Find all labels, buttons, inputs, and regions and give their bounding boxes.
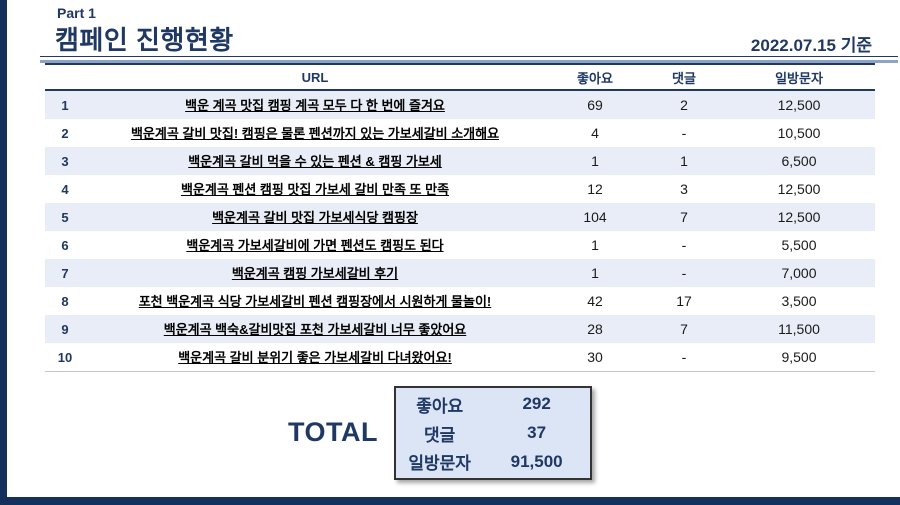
likes-value: 28 bbox=[587, 321, 603, 337]
comments-value: - bbox=[681, 125, 687, 141]
page-title: 캠페인 진행현황 bbox=[55, 25, 234, 55]
row-number: 4 bbox=[61, 181, 69, 197]
post-url-link[interactable]: 포천 백운계곡 식당 가보세갈비 펜션 캠핑장에서 시원하게 물놀이! bbox=[138, 294, 492, 309]
post-url-link[interactable]: 백운계곡 백숙&갈비맛집 포천 가보세갈비 너무 좋았어요 bbox=[163, 322, 467, 337]
post-url-link[interactable]: 백운계곡 펜션 캠핑 맛집 가보세 갈비 만족 또 만족 bbox=[180, 182, 450, 197]
table-row: 9 백운계곡 백숙&갈비맛집 포천 가보세갈비 너무 좋았어요 28 7 11,… bbox=[45, 315, 875, 343]
table-header-row: URL 좋아요 댓글 일방문자 bbox=[45, 63, 875, 91]
visitors-value: 10,500 bbox=[777, 125, 821, 141]
comments-value: 7 bbox=[680, 209, 688, 225]
likes-value: 30 bbox=[587, 349, 603, 365]
row-number: 3 bbox=[61, 153, 69, 169]
title-divider bbox=[40, 56, 898, 63]
likes-value: 12 bbox=[587, 181, 603, 197]
likes-value: 1 bbox=[591, 153, 599, 169]
col-header-visitors: 일방문자 bbox=[775, 70, 823, 86]
part-label: Part 1 bbox=[57, 5, 96, 21]
table-row: 5 백운계곡 갈비 맛집 가보세식당 캠핑장 104 7 12,500 bbox=[45, 203, 875, 231]
visitors-value: 11,500 bbox=[778, 321, 820, 337]
table-row: 8 포천 백운계곡 식당 가보세갈비 펜션 캠핑장에서 시원하게 물놀이! 42… bbox=[45, 287, 875, 315]
visitors-value: 7,000 bbox=[781, 265, 817, 281]
total-likes-label: 좋아요 bbox=[416, 396, 464, 416]
likes-value: 1 bbox=[591, 265, 599, 281]
total-summary-box: 좋아요 292 댓글 37 일방문자 91,500 bbox=[394, 386, 592, 480]
likes-value: 104 bbox=[583, 209, 607, 225]
total-comments-label: 댓글 bbox=[424, 425, 456, 445]
date-note: 2022.07.15 기준 bbox=[750, 36, 872, 55]
col-header-url: URL bbox=[301, 69, 329, 85]
comments-value: 3 bbox=[680, 181, 688, 197]
table-body: 1 백운 계곡 맛집 캠핑 계곡 모두 다 한 번에 즐겨요 69 2 12,5… bbox=[45, 91, 875, 372]
post-url-link[interactable]: 백운계곡 갈비 먹을 수 있는 펜션 & 캠핑 가보세 bbox=[188, 154, 442, 169]
comments-value: 2 bbox=[680, 97, 688, 113]
likes-value: 69 bbox=[587, 97, 603, 113]
campaign-table: URL 좋아요 댓글 일방문자 1 백운 계곡 맛집 캠핑 계곡 모두 다 한 … bbox=[45, 63, 875, 372]
comments-value: 7 bbox=[680, 321, 688, 337]
post-url-link[interactable]: 백운계곡 갈비 맛집! 캠핑은 물론 펜션까지 있는 가보세갈비 소개해요 bbox=[130, 126, 500, 141]
post-url-link[interactable]: 백운계곡 갈비 맛집 가보세식당 캠핑장 bbox=[212, 210, 418, 225]
post-url-link[interactable]: 백운계곡 캠핑 가보세갈비 후기 bbox=[231, 266, 399, 281]
row-number: 2 bbox=[61, 125, 69, 141]
total-label: TOTAL bbox=[288, 417, 378, 447]
col-header-likes: 좋아요 bbox=[577, 70, 613, 86]
visitors-value: 9,500 bbox=[781, 349, 817, 365]
likes-value: 42 bbox=[587, 293, 603, 309]
visitors-value: 5,500 bbox=[781, 237, 817, 253]
table-row: 7 백운계곡 캠핑 가보세갈비 후기 1 - 7,000 bbox=[45, 259, 875, 287]
left-accent-bar bbox=[0, 0, 7, 505]
likes-value: 4 bbox=[591, 125, 599, 141]
row-number: 7 bbox=[61, 265, 69, 281]
row-number: 6 bbox=[61, 237, 69, 253]
visitors-value: 12,500 bbox=[777, 181, 821, 197]
col-header-comments: 댓글 bbox=[672, 70, 696, 86]
visitors-value: 12,500 bbox=[777, 97, 821, 113]
row-number: 5 bbox=[61, 209, 69, 225]
total-likes-row: 좋아요 292 bbox=[396, 392, 590, 417]
total-visitors-value: 91,500 bbox=[510, 451, 563, 471]
table-row: 4 백운계곡 펜션 캠핑 맛집 가보세 갈비 만족 또 만족 12 3 12,5… bbox=[45, 175, 875, 203]
total-likes-value: 292 bbox=[522, 394, 551, 414]
visitors-value: 12,500 bbox=[777, 209, 821, 225]
comments-value: - bbox=[681, 349, 687, 365]
total-visitors-row: 일방문자 91,500 bbox=[396, 449, 590, 474]
likes-value: 1 bbox=[591, 237, 599, 253]
table-row: 2 백운계곡 갈비 맛집! 캠핑은 물론 펜션까지 있는 가보세갈비 소개해요 … bbox=[45, 119, 875, 147]
comments-value: - bbox=[681, 265, 687, 281]
visitors-value: 3,500 bbox=[781, 293, 817, 309]
table-row: 10 백운계곡 갈비 분위기 좋은 가보세갈비 다녀왔어요! 30 - 9,50… bbox=[45, 343, 875, 371]
total-comments-value: 37 bbox=[527, 423, 547, 442]
visitors-value: 6,500 bbox=[781, 153, 817, 169]
row-number: 9 bbox=[61, 321, 69, 337]
comments-value: 1 bbox=[680, 153, 688, 169]
total-comments-row: 댓글 37 bbox=[396, 421, 590, 446]
row-number: 1 bbox=[61, 97, 69, 113]
row-number: 8 bbox=[61, 293, 69, 309]
row-number: 10 bbox=[57, 349, 73, 365]
post-url-link[interactable]: 백운 계곡 맛집 캠핑 계곡 모두 다 한 번에 즐겨요 bbox=[185, 98, 445, 113]
comments-value: 17 bbox=[676, 293, 692, 309]
table-row: 3 백운계곡 갈비 먹을 수 있는 펜션 & 캠핑 가보세 1 1 6,500 bbox=[45, 147, 875, 175]
table-row: 6 백운계곡 가보세갈비에 가면 펜션도 캠핑도 된다 1 - 5,500 bbox=[45, 231, 875, 259]
table-row: 1 백운 계곡 맛집 캠핑 계곡 모두 다 한 번에 즐겨요 69 2 12,5… bbox=[45, 91, 875, 119]
post-url-link[interactable]: 백운계곡 가보세갈비에 가면 펜션도 캠핑도 된다 bbox=[186, 238, 444, 253]
total-visitors-label: 일방문자 bbox=[408, 454, 471, 474]
bottom-accent-bar bbox=[0, 497, 900, 505]
comments-value: - bbox=[681, 237, 687, 253]
post-url-link[interactable]: 백운계곡 갈비 분위기 좋은 가보세갈비 다녀왔어요! bbox=[178, 350, 452, 365]
